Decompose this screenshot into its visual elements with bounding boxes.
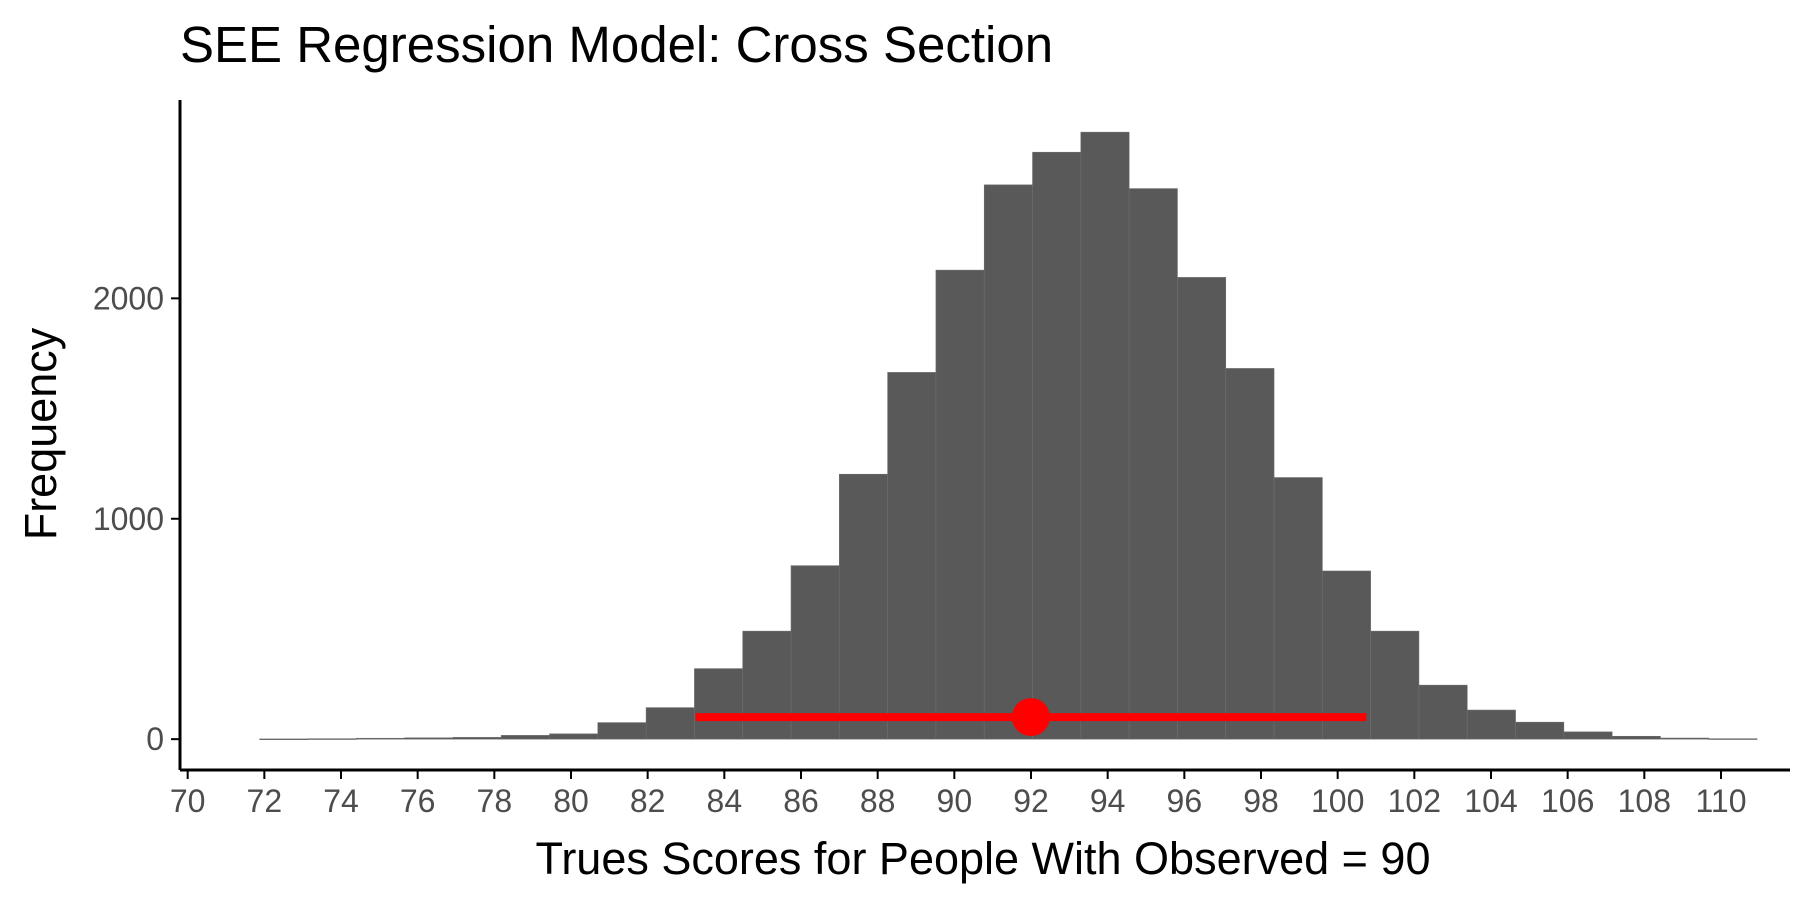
histogram-bar (1466, 709, 1516, 740)
x-tick-label: 106 (1541, 783, 1594, 819)
histogram-bar (1515, 721, 1565, 740)
histogram-bar (1418, 684, 1468, 740)
histogram-bar (259, 738, 309, 741)
x-tick-label: 84 (707, 783, 743, 819)
histogram-bar (1660, 737, 1710, 740)
histogram-bar (1128, 188, 1178, 740)
x-tick-label: 88 (860, 783, 896, 819)
y-tick-label: 0 (146, 721, 164, 757)
chart-title: SEE Regression Model: Cross Section (180, 16, 1053, 73)
point-estimate (1012, 698, 1050, 737)
x-tick-label: 96 (1167, 783, 1203, 819)
x-tick-label: 78 (477, 783, 513, 819)
x-tick-label: 104 (1464, 783, 1517, 819)
interval-layer (695, 698, 1367, 737)
histogram-bar (935, 269, 985, 740)
bars-layer (259, 131, 1758, 741)
x-tick-label: 110 (1695, 783, 1746, 819)
histogram-bar (1370, 630, 1420, 740)
histogram-bar (887, 372, 937, 740)
histogram-bar (694, 668, 744, 740)
y-axis-label: Frequency (15, 327, 66, 540)
histogram-bar (1322, 570, 1371, 740)
axes-layer: 70 72 74 76 78 80 82 84 86 88 90 92 94 96 98 100 102 104 1… (93, 100, 1790, 819)
histogram-bar (1611, 735, 1661, 740)
histogram-bar (452, 737, 502, 740)
histogram-bar (1080, 131, 1130, 740)
x-tick-label: 102 (1388, 783, 1441, 819)
histogram-bar (307, 738, 357, 740)
y-tick-label: 2000 (93, 280, 164, 316)
histogram-bar (742, 630, 792, 740)
histogram-bar (1225, 368, 1275, 740)
histogram-bar (1032, 151, 1082, 740)
histogram-bar (1708, 738, 1758, 740)
x-axis-label: Trues Scores for People With Observed = … (536, 833, 1431, 884)
histogram-bar (1177, 277, 1227, 740)
x-tick-label: 100 (1311, 783, 1364, 819)
x-tick-label: 80 (553, 783, 589, 819)
x-tick-label: 82 (630, 783, 666, 819)
x-tick-label: 74 (323, 783, 359, 819)
x-tick-label: 98 (1243, 783, 1279, 819)
histogram-bar (1563, 731, 1613, 740)
histogram-bar (790, 565, 840, 740)
x-tick-label: 86 (783, 783, 819, 819)
x-tick-label: 72 (247, 783, 283, 819)
x-tick-label: 70 (170, 783, 206, 819)
x-tick-label: 94 (1090, 783, 1126, 819)
x-tick-label: 76 (400, 783, 436, 819)
y-tick-label: 1000 (93, 501, 164, 537)
histogram-bar (356, 737, 405, 740)
histogram-bar (404, 737, 454, 740)
histogram-bar (983, 184, 1033, 740)
histogram-bar (500, 735, 550, 740)
histogram-bar (549, 733, 599, 740)
x-tick-label: 90 (937, 783, 973, 819)
histogram-bar (1273, 477, 1323, 740)
histogram-bar (839, 473, 888, 740)
x-tick-label: 92 (1013, 783, 1049, 819)
x-tick-label: 108 (1618, 783, 1671, 819)
histogram-bar (645, 707, 695, 740)
histogram-bar (597, 722, 647, 740)
